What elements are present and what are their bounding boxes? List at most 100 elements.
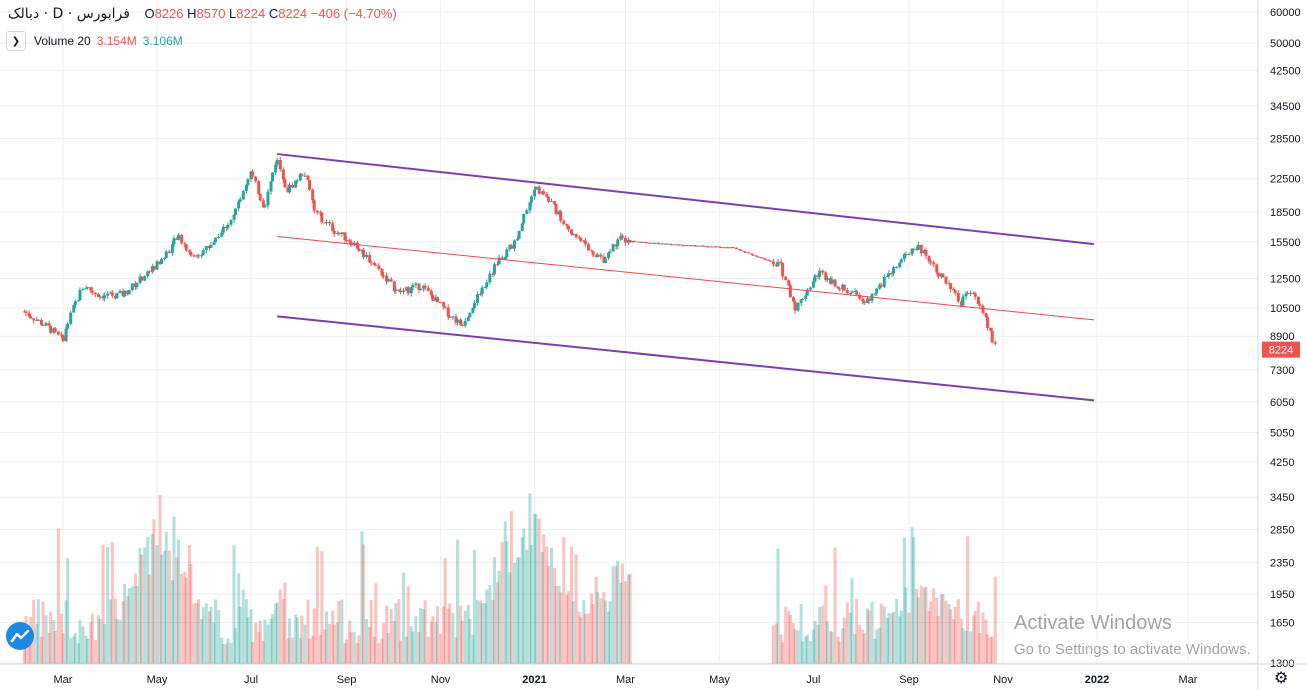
channel-upper-line xyxy=(277,153,1095,246)
volume-bar xyxy=(496,582,500,664)
candle-body xyxy=(130,283,134,291)
volume-bar xyxy=(466,604,470,664)
volume-bar xyxy=(927,611,931,664)
candle-body xyxy=(570,229,574,235)
volume-bar xyxy=(331,610,335,664)
volume-bar xyxy=(540,552,544,664)
candle-body xyxy=(214,237,218,243)
candle-body xyxy=(744,251,748,253)
candle-body xyxy=(875,288,879,294)
volume-bar xyxy=(44,615,48,664)
volume-bar xyxy=(916,597,920,664)
volume-bar xyxy=(599,598,603,664)
open-label: O xyxy=(144,6,155,21)
candle-body xyxy=(360,249,364,251)
candle-body xyxy=(899,259,903,263)
candle-body xyxy=(751,254,755,256)
time-tick-label: Jul xyxy=(244,674,258,686)
candle-body xyxy=(768,260,772,262)
volume-bar xyxy=(349,632,353,664)
volume-bar xyxy=(180,573,184,664)
price-tick-label: 8900 xyxy=(1270,331,1294,343)
price-tick-label: 2350 xyxy=(1270,557,1294,569)
candle-body xyxy=(303,175,307,177)
candle-body xyxy=(828,278,832,284)
volume-bar xyxy=(459,605,463,664)
volume-bar xyxy=(386,632,390,664)
candle-body xyxy=(72,305,76,313)
volume-bar xyxy=(796,630,800,664)
candle-body xyxy=(311,189,315,201)
candle-body xyxy=(838,288,842,290)
volume-bar xyxy=(603,600,607,664)
candle-body xyxy=(912,248,916,250)
candle-body xyxy=(488,273,492,283)
candle-body xyxy=(234,208,238,215)
candle-body xyxy=(386,279,390,282)
volume-bar xyxy=(838,642,842,664)
volume-bar xyxy=(972,615,976,664)
candle-body xyxy=(533,189,537,197)
volume-bar xyxy=(571,601,575,664)
candle-body xyxy=(788,285,792,298)
volume-bar xyxy=(409,626,413,664)
volume-label[interactable]: Volume 20 xyxy=(34,34,91,48)
candle-body xyxy=(603,258,607,263)
candle-body xyxy=(184,244,188,251)
candle-body xyxy=(701,245,705,247)
volume-bar xyxy=(90,613,94,664)
candle-body xyxy=(372,262,376,265)
volume-bar xyxy=(483,603,487,664)
candle-body xyxy=(730,247,734,249)
candle-body xyxy=(278,159,282,170)
candle-body xyxy=(405,287,409,291)
candle-body xyxy=(694,245,698,247)
candle-body xyxy=(582,240,586,242)
candle-body xyxy=(947,283,951,285)
tradingview-logo-icon[interactable] xyxy=(6,622,34,650)
candle-body xyxy=(220,232,224,237)
candle-body xyxy=(398,290,402,293)
candle-body xyxy=(385,275,389,282)
time-tick-label: Mar xyxy=(616,674,635,686)
candle-body xyxy=(127,290,131,295)
candle-body xyxy=(343,232,347,241)
candle-body xyxy=(836,286,840,289)
volume-bar xyxy=(602,591,606,664)
volume-bar xyxy=(221,644,225,664)
candle-body xyxy=(878,284,882,289)
volume-bar xyxy=(976,602,980,664)
candle-body xyxy=(480,287,484,295)
volume-bar xyxy=(811,629,815,664)
candle-body xyxy=(742,250,746,252)
price-tick-label: 60000 xyxy=(1270,7,1301,19)
price-tick-label: 15500 xyxy=(1270,237,1301,249)
candle-body xyxy=(640,241,644,243)
volume-bar xyxy=(485,589,489,664)
volume-bar xyxy=(109,599,113,664)
volume-bar xyxy=(295,617,299,664)
volume-bar xyxy=(990,636,994,664)
volume-bar xyxy=(234,628,238,664)
collapse-arrow-icon[interactable]: ❯ xyxy=(6,31,26,51)
candle-body xyxy=(830,279,834,284)
volume-bar xyxy=(76,643,80,664)
candle-body xyxy=(24,311,28,313)
volume-bar xyxy=(220,637,224,664)
volume-bar xyxy=(232,545,236,664)
volume-bar xyxy=(394,603,398,664)
candle-body xyxy=(717,246,721,248)
volume-bar xyxy=(281,599,285,664)
candle-body xyxy=(813,275,817,282)
candle-body xyxy=(320,212,324,223)
price-tick-label: 5050 xyxy=(1270,427,1294,439)
volume-bar xyxy=(246,617,250,664)
symbol-name[interactable]: دبالک · D · فرابورس xyxy=(8,6,130,22)
trend-channel[interactable] xyxy=(277,153,1095,402)
candle-body xyxy=(308,180,312,190)
volume-bar xyxy=(557,585,561,664)
gear-icon[interactable]: ⚙ xyxy=(1274,670,1289,687)
candle-body xyxy=(676,244,680,246)
candle-body xyxy=(155,261,159,270)
